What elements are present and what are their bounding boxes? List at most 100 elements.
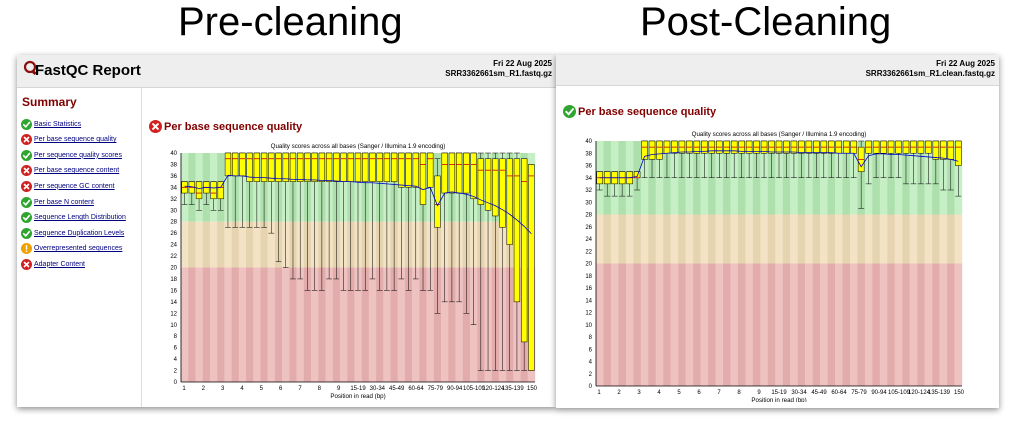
report-header: Fri 22 Aug 2025 SRR3362661sm_R1.clean.fa… [556, 55, 999, 86]
quality-band-bad [760, 263, 768, 386]
summary-item[interactable]: Adapter Content [21, 258, 85, 270]
quality-band-bad [318, 267, 326, 382]
summary-item[interactable]: Sequence Length Distribution [21, 212, 126, 224]
quality-band-ok [872, 214, 881, 264]
x-tick-label: 30-34 [791, 390, 807, 396]
quality-band-bad [195, 267, 203, 382]
x-tick-label: 3 [637, 390, 641, 396]
quality-band-bad [663, 263, 671, 386]
y-tick-label: 30 [170, 208, 177, 214]
quality-box [347, 152, 354, 182]
report-filename: SRR3362661sm_R1.clean.fastq.gz [865, 69, 995, 78]
quality-band-bad [303, 267, 312, 382]
quality-band-bad [397, 267, 406, 382]
summary-item-link[interactable]: Sequence Length Distribution [34, 214, 126, 222]
y-tick-label: 32 [170, 197, 177, 203]
summary-item[interactable]: Per base sequence content [21, 165, 119, 177]
x-tick-label: 45-49 [389, 386, 405, 392]
y-tick-label: 40 [170, 151, 177, 157]
fail-cross-icon [21, 165, 32, 177]
quality-box [947, 140, 955, 160]
summary-item[interactable]: Sequence Duplication Levels [21, 227, 124, 239]
warn-exclamation-icon [21, 243, 32, 255]
quality-box [210, 181, 217, 200]
quality-band-ok [760, 214, 768, 264]
summary-item[interactable]: Basic Statistics [21, 118, 81, 130]
quality-band-ok [715, 214, 724, 264]
quality-band-bad [752, 263, 761, 386]
quality-band-ok [610, 214, 619, 264]
quality-box [419, 152, 427, 205]
quality-band-bad [596, 263, 604, 386]
quality-band-bad [835, 263, 843, 386]
quality-band-bad [947, 263, 955, 386]
y-tick-label: 36 [585, 164, 592, 170]
quality-box [390, 152, 398, 182]
summary-item[interactable]: Per base sequence quality [21, 134, 117, 146]
quality-band-bad [678, 263, 686, 386]
quality-band-bad [260, 267, 268, 382]
fail-cross-icon [21, 180, 32, 192]
quality-box [369, 152, 376, 182]
summary-item-link[interactable]: Per sequence quality scores [34, 151, 122, 159]
summary-item-link[interactable]: Sequence Duplication Levels [34, 229, 125, 237]
y-tick-label: 20 [170, 266, 177, 272]
quality-box [484, 158, 492, 211]
summary-item-link[interactable]: Per base sequence quality [34, 136, 117, 144]
y-tick-label: 14 [170, 300, 177, 306]
x-tick-label: 75-79 [851, 390, 867, 396]
x-tick-label: 8 [737, 390, 741, 396]
quality-band-ok [722, 214, 731, 264]
summary-item-link[interactable]: Adapter Content [34, 260, 85, 268]
y-tick-label: 34 [585, 176, 592, 182]
quality-box [195, 181, 203, 200]
summary-item-link[interactable]: Per base N content [34, 198, 94, 206]
quality-band-bad [390, 267, 398, 382]
module-title-text: Per base sequence quality [164, 120, 303, 133]
x-tick-label: 7 [717, 390, 721, 396]
quality-band-bad [932, 263, 940, 386]
quality-band-bad [361, 267, 370, 382]
summary-item-link[interactable]: Per sequence GC content [34, 182, 115, 190]
quality-box [477, 158, 484, 205]
summary-item-link[interactable]: Overrepresented sequences [34, 245, 123, 253]
report-date: Fri 22 Aug 2025 [493, 59, 552, 68]
y-tick-label: 22 [585, 249, 592, 255]
quality-band-ok [708, 214, 716, 264]
x-tick-label: 90-94 [447, 386, 463, 392]
quality-band-bad [924, 263, 933, 386]
quality-band-ok [745, 214, 754, 264]
summary-item-link[interactable]: Basic Statistics [34, 120, 82, 128]
quality-band-bad [412, 267, 420, 382]
module-title: Per base sequence quality [149, 120, 302, 133]
summary-item[interactable]: Per sequence quality scores [21, 149, 122, 161]
y-tick-label: 0 [174, 380, 178, 386]
summary-item[interactable]: Per sequence GC content [21, 180, 115, 192]
y-tick-label: 16 [170, 288, 177, 294]
report-panel-post: Fri 22 Aug 2025 SRR3362661sm_R1.clean.fa… [556, 55, 999, 408]
summary-item[interactable]: Overrepresented sequences [21, 243, 122, 255]
quality-band-bad [347, 267, 355, 382]
x-tick-label: 6 [279, 386, 283, 392]
summary-title: Summary [22, 95, 77, 109]
summary-item[interactable]: Per base N content [21, 196, 94, 208]
quality-band-bad [909, 263, 918, 386]
quality-box [354, 152, 362, 182]
quality-band-ok [864, 214, 873, 264]
quality-box [955, 140, 962, 166]
quality-band-bad [670, 263, 679, 386]
pass-check-icon [21, 118, 32, 130]
quality-band-ok [827, 214, 836, 264]
quality-box [311, 152, 318, 182]
x-tick-label: 75-79 [428, 386, 444, 392]
quality-band-ok [954, 214, 963, 264]
quality-band-ok [633, 214, 642, 264]
quality-band-ok [238, 221, 247, 268]
quality-chart-post: Quality scores across all bases (Sanger … [585, 131, 964, 402]
quality-band-bad [827, 263, 836, 386]
x-tick-label: 15-19 [771, 390, 787, 396]
quality-box [253, 152, 260, 182]
quality-band-bad [339, 267, 348, 382]
summary-item-link[interactable]: Per base sequence content [34, 167, 120, 175]
quality-band-ok [648, 214, 656, 264]
